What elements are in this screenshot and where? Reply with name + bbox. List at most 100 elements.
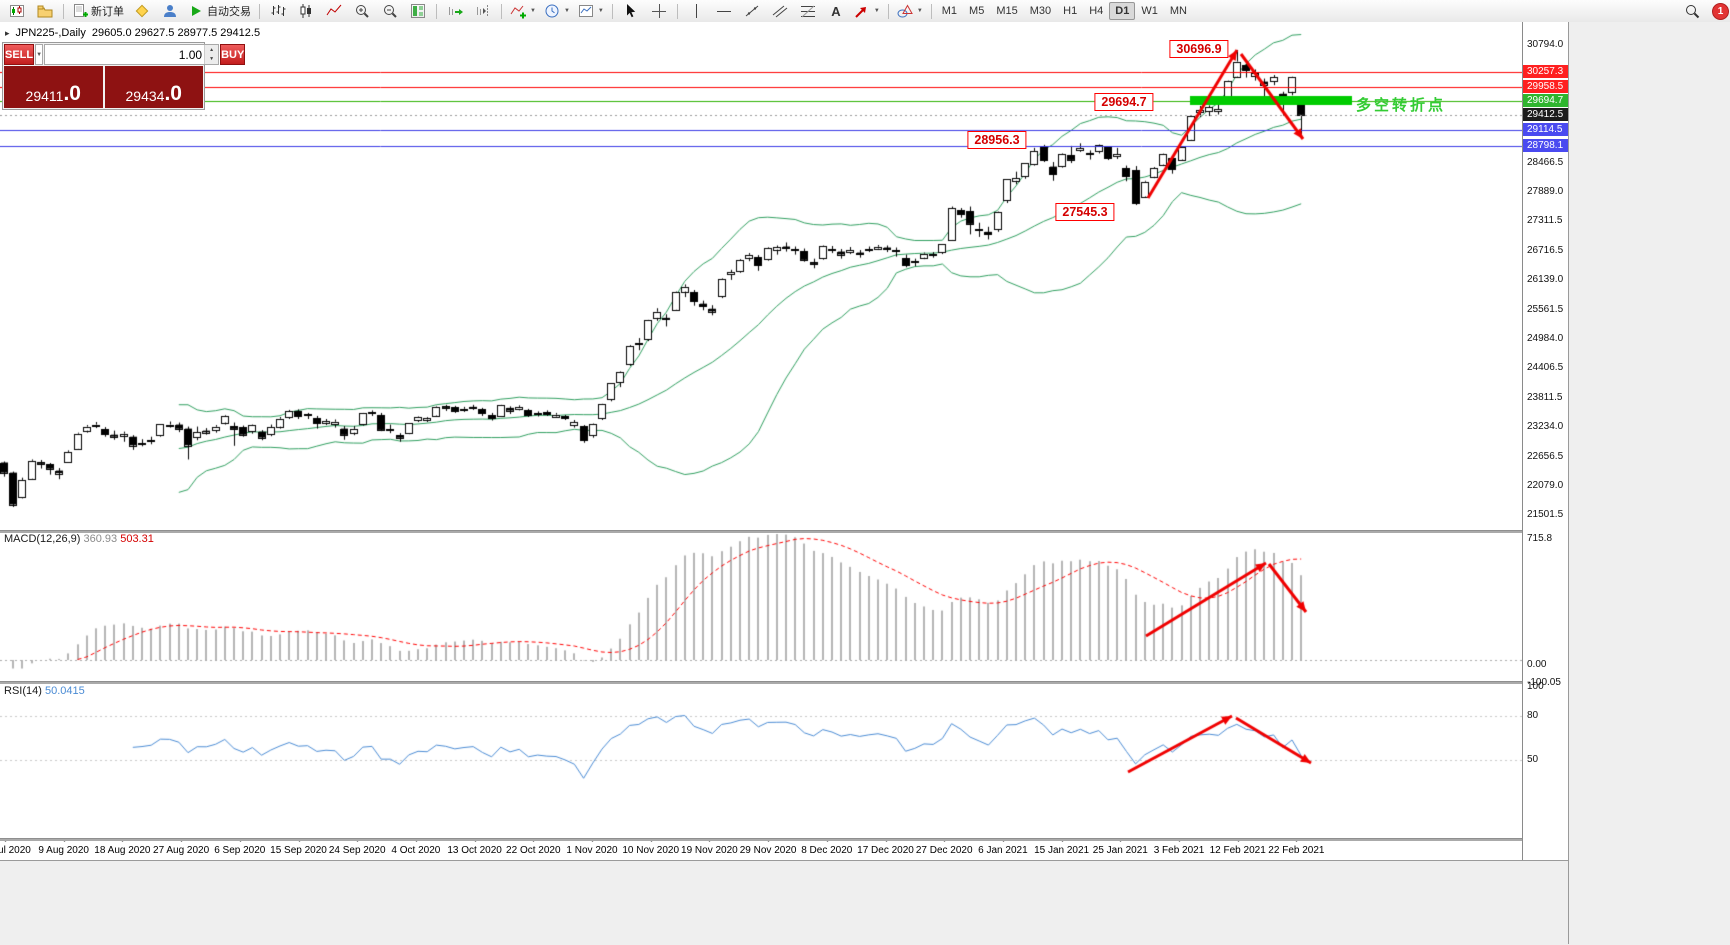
cursor-tool-button[interactable] [617,0,645,22]
macd-name: MACD(12,26,9) [4,533,81,545]
trendline-tool-icon [744,3,760,19]
periods-list-button[interactable]: ▼ [540,0,574,22]
autotrading-label: 自动交易 [207,6,251,18]
buy-price-frac: .0 [164,82,182,106]
timeframe-m15-button[interactable]: M15 [996,5,1018,17]
one-click-toggle-icon[interactable]: ▸ [5,27,10,38]
date-axis-label: 30 Jul 2020 [0,845,31,856]
candlestick-mode-button[interactable] [292,0,320,22]
arrows-tool-button[interactable]: ▼ [850,0,884,22]
timeframe-m5-button[interactable]: M5 [969,5,985,17]
text-tool-button[interactable]: A [822,0,850,22]
volume-input[interactable] [45,45,205,64]
line-chart-mode-button[interactable] [320,0,348,22]
volume-stepper[interactable]: ▲ ▼ [204,45,219,64]
price-axis-label: 23811.5 [1527,392,1563,404]
chart-shift-button[interactable] [469,0,497,22]
chevron-down-icon: ▼ [916,8,923,14]
search-button[interactable] [1678,0,1706,22]
price-tag: 30257.3 [1523,65,1569,79]
community-button[interactable] [156,0,184,22]
timeframe-d1-button[interactable]: D1 [1109,2,1136,20]
price-axis-label: 715.8 [1527,533,1553,545]
indicators-list-icon [510,3,526,19]
chevron-down-icon: ▼ [563,8,570,14]
crosshair-tool-icon [651,3,667,19]
ohlc-values: 29605.0 29627.5 28977.5 29412.5 [91,27,261,39]
bar-chart-mode-button[interactable] [264,0,292,22]
date-axis-label: 18 Aug 2020 [94,845,151,856]
date-axis-label: 9 Aug 2020 [38,845,89,856]
date-axis-label: 24 Sep 2020 [328,845,386,856]
one-click-trading-panel: SELL ▼ ▲▼ BUY 29411.0 29434.0 [2,42,246,110]
templates-list-button[interactable]: ▼ [574,0,608,22]
shapes-tool-button[interactable]: ▼ [893,0,927,22]
chart-window[interactable]: ▸ JPN225-,Daily 29605.0 29627.5 28977.5 … [0,22,1569,860]
toolbar-separator [930,3,932,19]
auto-scroll-icon [447,3,463,19]
panel-splitter[interactable] [0,530,1568,533]
timeframe-m1-button[interactable]: M1 [941,5,958,17]
sell-price-frac: .0 [63,82,81,106]
rsi-value: 50.0415 [44,685,85,697]
date-axis-label: 15 Sep 2020 [270,845,327,856]
trendline-tool-button[interactable] [738,0,766,22]
buy-button[interactable]: BUY [220,44,246,65]
templates-list-icon [578,3,594,19]
new-chart-button[interactable] [3,0,31,22]
volume-down-icon[interactable]: ▼ [205,54,219,64]
price-axis-label: -100.05 [1527,676,1561,688]
chevron-down-icon: ▼ [597,8,604,14]
fibonacci-tool-button[interactable] [794,0,822,22]
metaeditor-button[interactable] [128,0,156,22]
timeframe-m30-button[interactable]: M30 [1029,5,1052,17]
rsi-name: RSI(14) [4,685,42,697]
timeframe-h1-button[interactable]: H1 [1063,5,1078,17]
price-tag: 28798.1 [1523,138,1569,152]
panel-splitter[interactable] [0,681,1568,684]
profiles-button[interactable] [31,0,59,22]
price-axis-label: 80 [1527,710,1539,721]
new-order-button[interactable]: 新订单 [68,0,128,22]
price-axis-label: 27889.0 [1527,185,1564,197]
vertical-line-tool-button[interactable] [682,0,710,22]
price-annotation-box[interactable]: 30696.9 [1169,40,1229,58]
sell-price-display[interactable]: 29411.0 [4,66,103,108]
date-axis-label: 17 Dec 2020 [857,845,914,856]
indicators-list-button[interactable]: ▼ [506,0,540,22]
rsi-indicator-label: RSI(14) 50.0415 [4,685,85,697]
price-scale[interactable]: 30794.0 28466.5 27889.0 27311.5 26716.5 26139… [1522,22,1569,860]
price-axis-label: 24406.5 [1527,362,1564,374]
candlestick-mode-icon [298,3,314,19]
sell-button[interactable]: SELL [4,44,35,65]
turning-point-label[interactable]: 多空转折点 [1356,97,1447,114]
date-axis-label: 19 Nov 2020 [681,845,738,856]
order-type-dropdown[interactable]: ▼ [35,44,44,65]
buy-price-display[interactable]: 29434.0 [104,66,203,108]
date-axis-label: 6 Sep 2020 [214,845,266,856]
zoom-out-button[interactable] [376,0,404,22]
auto-scroll-button[interactable] [441,0,469,22]
price-annotation-box[interactable]: 27545.3 [1055,203,1115,221]
tile-windows-button[interactable] [404,0,432,22]
bar-chart-mode-icon [270,3,286,19]
timeframe-h4-button[interactable]: H4 [1089,5,1104,17]
price-annotation-box[interactable]: 28956.3 [967,131,1027,149]
price-tag: 29412.5 [1523,107,1569,121]
price-axis-label: 27311.5 [1527,215,1563,227]
timeframe-mn-button[interactable]: MN [1169,5,1187,17]
zoom-in-icon [354,3,370,19]
date-axis-label: 13 Oct 2020 [447,845,502,856]
channel-tool-button[interactable] [766,0,794,22]
autotrading-button[interactable]: 自动交易 [184,0,255,22]
zoom-in-button[interactable] [348,0,376,22]
price-annotation-box[interactable]: 29694.7 [1094,93,1154,111]
price-chart-canvas[interactable] [0,22,1522,860]
notifications-badge[interactable]: 1 [1712,2,1729,20]
crosshair-tool-button[interactable] [645,0,673,22]
timeframe-w1-button[interactable]: W1 [1141,5,1158,17]
horizontal-line-tool-button[interactable] [710,0,738,22]
panel-splitter[interactable] [0,838,1568,841]
volume-up-icon[interactable]: ▲ [205,45,219,55]
